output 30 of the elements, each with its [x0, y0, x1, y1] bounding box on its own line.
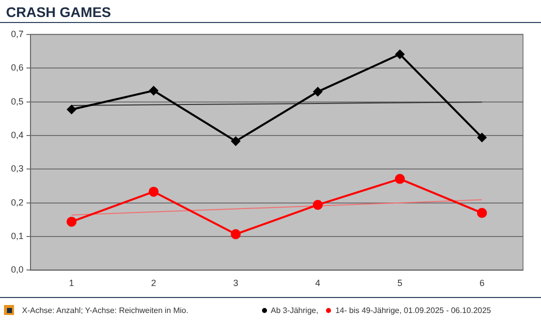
- point: [395, 50, 404, 59]
- point: [312, 200, 323, 210]
- point: [394, 174, 405, 184]
- point: [231, 136, 240, 146]
- y-tick-label: 0,4: [10, 130, 24, 140]
- x-tick-label: 2: [151, 278, 156, 288]
- x-tick-label: 1: [69, 278, 74, 288]
- x-tick-label: 5: [397, 278, 402, 288]
- legend-label: Ab 3-Jährige,: [270, 306, 318, 314]
- y-tick-label: 0,6: [10, 62, 24, 73]
- chart-title: CRASH GAMES: [6, 4, 112, 20]
- x-tick-label: 4: [315, 278, 320, 288]
- point: [313, 87, 322, 96]
- y-tick-label: 0,5: [10, 96, 24, 106]
- y-tick-label: 0,2: [10, 197, 24, 208]
- point: [148, 186, 159, 197]
- y-tick-label: 0,7: [10, 28, 24, 39]
- point: [477, 132, 486, 142]
- x-tick-label: 3: [233, 278, 238, 288]
- legend-label: 14- bis 49-Jährige, 01.09.2025 - 06.10.2025: [335, 306, 491, 314]
- x-tick-label: 6: [479, 278, 484, 288]
- point: [67, 105, 76, 114]
- y-tick-label: 0,3: [10, 164, 24, 174]
- text: X-Achse: Anzahl; Y-Achse: Reichweiten in Mio.: [22, 306, 190, 314]
- point: [66, 216, 77, 227]
- point: [476, 208, 487, 218]
- y-tick-label: 0,0: [10, 264, 24, 275]
- point: [230, 229, 241, 240]
- y-tick-label: 0,1: [10, 231, 24, 241]
- point: [149, 86, 158, 96]
